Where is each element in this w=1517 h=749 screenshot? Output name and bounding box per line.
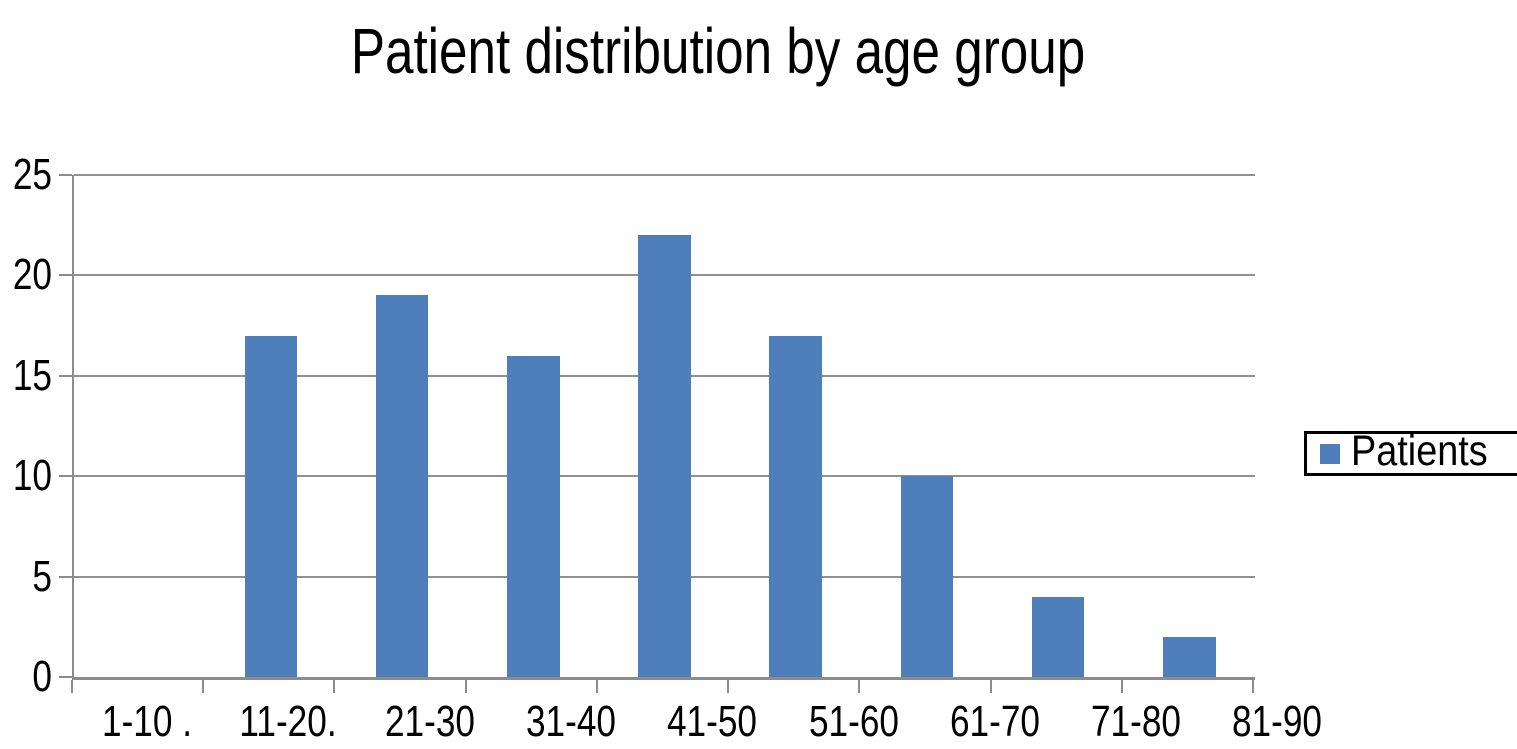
x-tick-3 bbox=[464, 680, 467, 693]
y-tick-15 bbox=[59, 374, 72, 377]
y-tick-5 bbox=[59, 575, 72, 578]
x-tick-9 bbox=[1252, 680, 1254, 693]
gridline-25 bbox=[74, 174, 1255, 176]
x-tick-6 bbox=[858, 680, 861, 693]
legend-label: Patients bbox=[1351, 427, 1488, 475]
legend-swatch-icon bbox=[1320, 443, 1340, 464]
legend: Patients bbox=[1304, 427, 1517, 476]
plot-area bbox=[72, 174, 1255, 680]
x-tick-0 bbox=[71, 680, 73, 693]
x-tick-1 bbox=[202, 680, 205, 693]
y-tick-10 bbox=[59, 475, 72, 478]
y-tick-label-0: 0 bbox=[32, 652, 52, 701]
y-tick-label-20: 20 bbox=[12, 250, 52, 300]
bar-71-80 bbox=[1031, 596, 1085, 677]
bar-31-40 bbox=[507, 355, 560, 677]
x-tick-label-9: 81-90 bbox=[1232, 697, 1323, 746]
x-tick-label-1: 1-10 . bbox=[101, 697, 193, 746]
x-tick-8 bbox=[1120, 680, 1123, 693]
y-tick-label-10: 10 bbox=[12, 451, 52, 501]
x-tick-label-4: 31-40 bbox=[525, 697, 616, 746]
bar-41-50 bbox=[638, 235, 691, 677]
y-tick-label-15: 15 bbox=[12, 350, 52, 400]
y-tick-0 bbox=[59, 676, 72, 678]
x-tick-label-3: 21-30 bbox=[384, 697, 475, 746]
x-tick-label-2: 11-20. bbox=[239, 697, 337, 746]
x-tick-label-5: 41-50 bbox=[667, 697, 758, 746]
x-tick-2 bbox=[333, 680, 336, 693]
bar-81-90 bbox=[1163, 636, 1216, 677]
y-tick-20 bbox=[59, 274, 72, 277]
bar-11-20 bbox=[244, 335, 298, 677]
x-tick-label-6: 51-60 bbox=[808, 697, 899, 746]
bar-21-30 bbox=[375, 295, 429, 677]
x-tick-4 bbox=[595, 680, 598, 693]
bar-61-70 bbox=[900, 476, 954, 677]
chart-title: Patient distribution by age group bbox=[350, 15, 1086, 87]
y-tick-25 bbox=[59, 174, 72, 176]
y-tick-label-5: 5 bbox=[32, 551, 52, 601]
x-tick-7 bbox=[989, 680, 992, 693]
bar-51-60 bbox=[769, 335, 822, 677]
y-tick-label-25: 25 bbox=[12, 150, 52, 199]
x-tick-label-8: 71-80 bbox=[1091, 697, 1182, 746]
x-tick-label-7: 61-70 bbox=[949, 697, 1040, 746]
x-tick-5 bbox=[727, 680, 730, 693]
